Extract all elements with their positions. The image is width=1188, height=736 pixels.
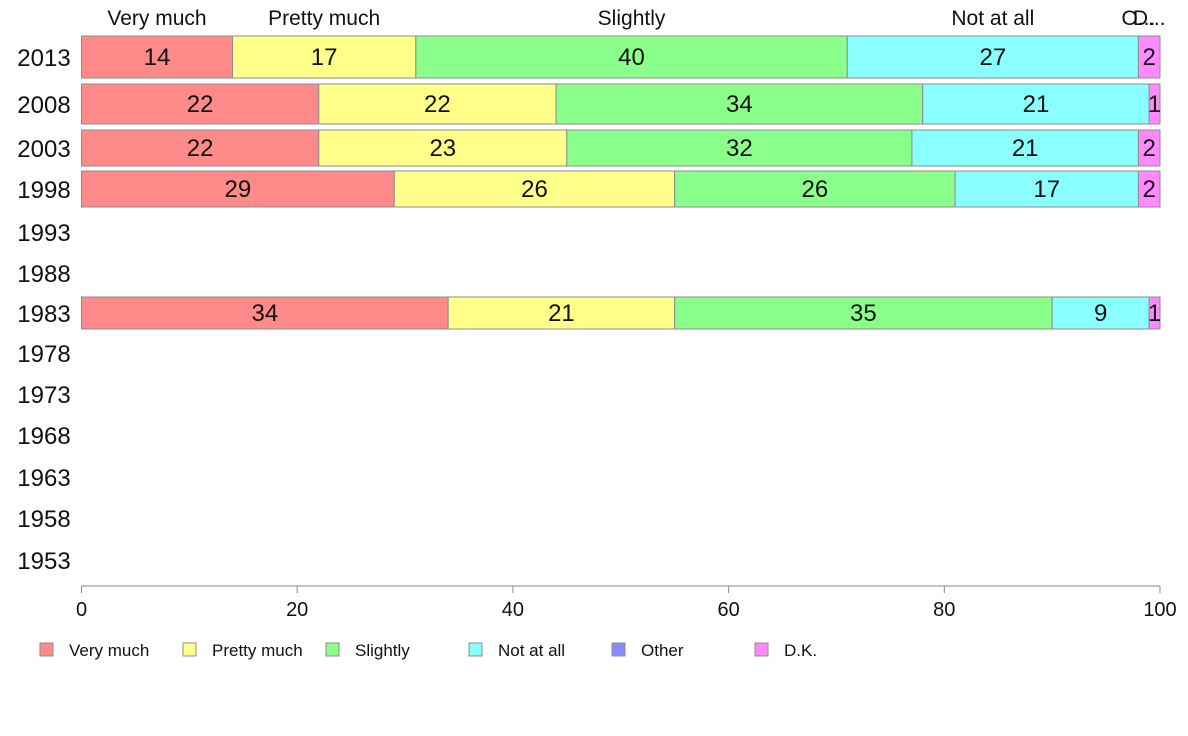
x-tick-label: 80 [933, 599, 955, 621]
bar-value-label: 17 [311, 44, 338, 71]
bar-segment [231, 35, 417, 79]
bar-value-label: 21 [1012, 135, 1039, 162]
bar-segment [1148, 83, 1161, 125]
bar-segment [1137, 170, 1161, 208]
legend-swatch [611, 642, 626, 657]
x-tick-label: 0 [76, 599, 87, 621]
legend-label: Other [641, 641, 684, 660]
bar-segment [566, 129, 913, 167]
bar-segment [1137, 129, 1161, 167]
bar-value-label: 1 [1148, 300, 1161, 327]
year-labels: 2013 2008 2003 1998 1993 1988 1983 1978 1973 1968… [17, 45, 70, 575]
column-header: O... [1122, 7, 1156, 30]
bar-value-label: 21 [548, 300, 575, 327]
bar-segment [81, 296, 449, 330]
bar-segment [81, 129, 320, 167]
bar-value-label: 1 [1148, 91, 1161, 118]
year-label: 2003 [17, 136, 70, 163]
year-label: 1963 [17, 465, 70, 492]
bar-value-label: 17 [1033, 176, 1060, 203]
year-label: 1953 [17, 548, 70, 575]
legend-swatch [325, 642, 340, 657]
bar-value-label: 21 [1023, 91, 1050, 118]
x-tick-label: 20 [286, 599, 308, 621]
year-label: 1988 [17, 261, 70, 288]
legend-label: Pretty much [212, 641, 303, 660]
bar-value-label: 2 [1143, 44, 1156, 71]
bar-value-label: 34 [726, 91, 753, 118]
legend: Very much Pretty much Slightly Not at all Ot… [39, 641, 817, 660]
legend-label: Not at all [498, 641, 565, 660]
bar-value-label: 34 [251, 300, 278, 327]
legend-swatch [182, 642, 197, 657]
bar-segment [1137, 35, 1161, 79]
legend-label: Slightly [355, 641, 410, 660]
legend-swatch [468, 642, 483, 657]
bar-segment [393, 170, 676, 208]
column-header: D... [1133, 7, 1166, 30]
bar-segment [674, 296, 1053, 330]
bar-value-label: 23 [429, 135, 456, 162]
year-label: 1998 [17, 177, 70, 204]
bar-segment [318, 83, 557, 125]
x-tick-label: 60 [717, 599, 739, 621]
bar-value-label: 35 [850, 300, 877, 327]
bar-segment [674, 170, 956, 208]
bar-segment [954, 170, 1139, 208]
bar-segment [318, 129, 568, 167]
year-label: 2008 [17, 92, 70, 119]
year-label: 1983 [17, 301, 70, 328]
bar-segment [922, 83, 1150, 125]
year-label: 1993 [17, 220, 70, 247]
year-label: 1968 [17, 423, 70, 450]
column-header: Pretty much [268, 7, 380, 30]
year-label: 1973 [17, 382, 70, 409]
bars-layer: 14 17 40 27 222 22 34 21 122 23 32 21 229 26 26 17 234 21… [81, 35, 1161, 330]
legend-swatch [754, 642, 769, 657]
x-axis: 0 20 40 60 80 100 [76, 585, 1177, 621]
bar-segment [1148, 296, 1161, 330]
bar-segment [555, 83, 924, 125]
bar-value-label: 14 [144, 44, 171, 71]
x-tick-label: 40 [502, 599, 524, 621]
bar-value-label: 27 [979, 44, 1006, 71]
bar-segment [911, 129, 1139, 167]
column-header: Not at all [951, 7, 1034, 30]
bar-segment [447, 296, 676, 330]
column-header: Slightly [598, 7, 666, 30]
bar-value-label: 26 [521, 176, 548, 203]
year-label: 1958 [17, 506, 70, 533]
bar-value-label: 26 [802, 176, 829, 203]
bar-segment [81, 83, 320, 125]
bar-value-label: 9 [1094, 300, 1107, 327]
bar-value-label: 40 [618, 44, 645, 71]
legend-swatch [39, 642, 54, 657]
bar-value-label: 22 [424, 91, 451, 118]
legend-label: D.K. [784, 641, 817, 660]
bar-value-label: 2 [1143, 135, 1156, 162]
bar-value-label: 29 [225, 176, 252, 203]
column-headers: Very much Pretty much Slightly Not at all O.… [107, 7, 1165, 30]
bar-value-label: 22 [187, 91, 214, 118]
year-label: 2013 [17, 45, 70, 72]
legend-label: Very much [69, 641, 149, 660]
column-header: Very much [107, 7, 206, 30]
year-label: 1978 [17, 341, 70, 368]
bar-value-label: 2 [1143, 176, 1156, 203]
bar-value-label: 22 [187, 135, 214, 162]
bar-value-label: 32 [726, 135, 753, 162]
x-tick-label: 100 [1143, 599, 1176, 621]
